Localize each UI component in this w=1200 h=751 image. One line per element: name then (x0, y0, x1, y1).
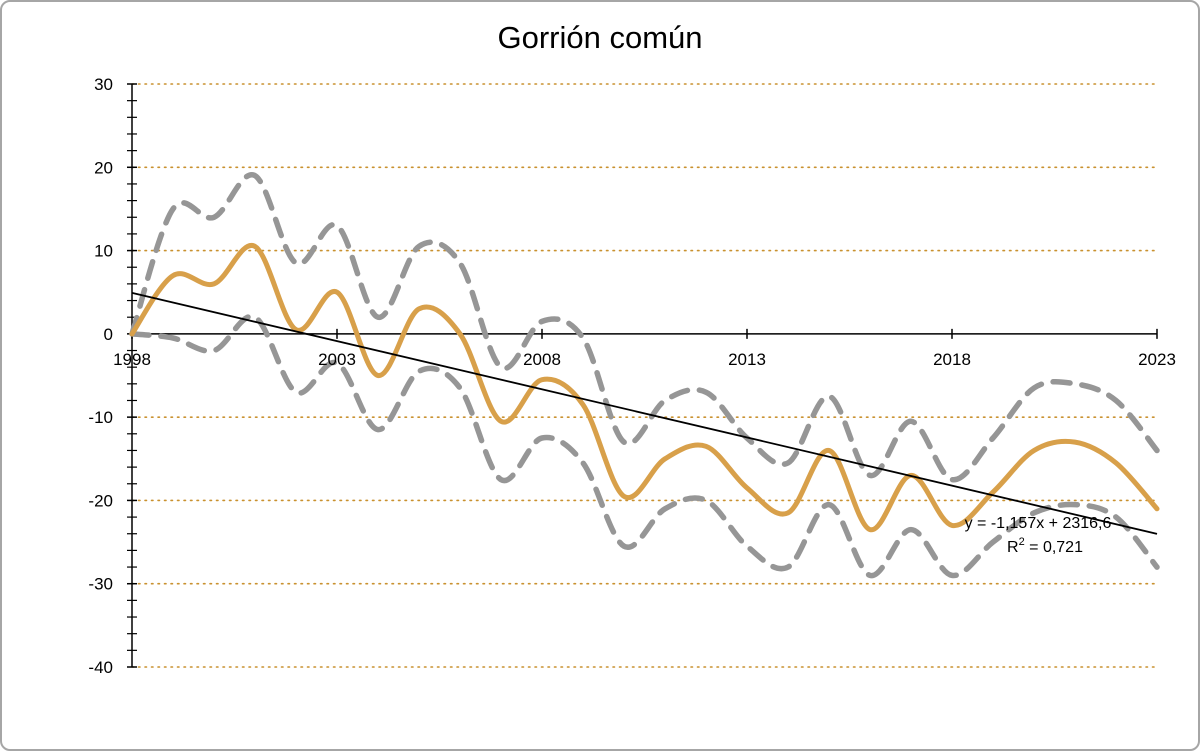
x-tick-label: 2013 (728, 350, 766, 369)
trendline-equation: y = -1,157x + 2316,6 (965, 515, 1112, 532)
index-line (129, 243, 1160, 533)
r2-label: R (1007, 539, 1019, 556)
x-tick-label: 1998 (113, 350, 151, 369)
y-tick-label: -40 (88, 658, 113, 677)
x-tick-label: 2023 (1138, 350, 1176, 369)
upper-bound-line (129, 172, 1160, 483)
y-tick-label: 20 (94, 158, 113, 177)
y-tick-label: -20 (88, 491, 113, 510)
y-tick-label: 30 (94, 75, 113, 94)
trendline-r2: R2 = 0,721 (1007, 536, 1083, 556)
lower-bound-line (129, 313, 1160, 579)
y-tick-label: 10 (94, 242, 113, 261)
y-tick-label: -10 (88, 408, 113, 427)
grid-lines (131, 83, 1158, 668)
trendline (131, 292, 1158, 535)
y-tick-label: 0 (104, 325, 113, 344)
x-tick-label: 2018 (933, 350, 971, 369)
trendline-group (131, 292, 1158, 535)
x-tick-label: 2008 (523, 350, 561, 369)
tick-labels: 30 20 10 0 -10 -20 -30 -40 1998 2003 2008 2013 2018 2… (88, 75, 1175, 677)
r2-value: = 0,721 (1025, 539, 1083, 556)
x-tick-label: 2003 (318, 350, 356, 369)
r2-exponent: 2 (1019, 536, 1025, 548)
data-series (129, 172, 1160, 579)
chart-title: Gorrión común (497, 20, 702, 55)
y-tick-label: -30 (88, 575, 113, 594)
